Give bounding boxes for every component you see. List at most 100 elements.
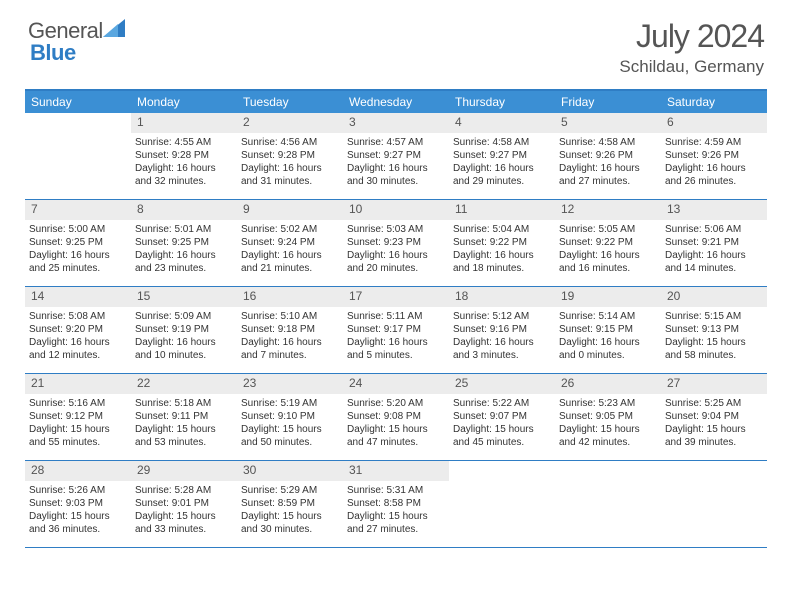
day-body: Sunrise: 5:16 AMSunset: 9:12 PMDaylight:…	[25, 394, 131, 453]
day-cell: 25Sunrise: 5:22 AMSunset: 9:07 PMDayligh…	[449, 374, 555, 460]
day-number: 4	[449, 113, 555, 133]
day-cell: 11Sunrise: 5:04 AMSunset: 9:22 PMDayligh…	[449, 200, 555, 286]
day-cell: 23Sunrise: 5:19 AMSunset: 9:10 PMDayligh…	[237, 374, 343, 460]
day-body: Sunrise: 4:55 AMSunset: 9:28 PMDaylight:…	[131, 133, 237, 192]
day-cell: 26Sunrise: 5:23 AMSunset: 9:05 PMDayligh…	[555, 374, 661, 460]
day-number: 24	[343, 374, 449, 394]
day-body: Sunrise: 5:15 AMSunset: 9:13 PMDaylight:…	[661, 307, 767, 366]
calendar-grid: SundayMondayTuesdayWednesdayThursdayFrid…	[25, 89, 767, 548]
day-number	[449, 461, 555, 481]
day-number: 29	[131, 461, 237, 481]
day-number: 5	[555, 113, 661, 133]
day-cell: 30Sunrise: 5:29 AMSunset: 8:59 PMDayligh…	[237, 461, 343, 547]
day-body: Sunrise: 5:12 AMSunset: 9:16 PMDaylight:…	[449, 307, 555, 366]
day-number: 25	[449, 374, 555, 394]
day-body: Sunrise: 5:04 AMSunset: 9:22 PMDaylight:…	[449, 220, 555, 279]
day-number	[661, 461, 767, 481]
brand-triangle-icon	[103, 19, 125, 42]
day-cell: 16Sunrise: 5:10 AMSunset: 9:18 PMDayligh…	[237, 287, 343, 373]
day-number: 26	[555, 374, 661, 394]
day-body: Sunrise: 5:14 AMSunset: 9:15 PMDaylight:…	[555, 307, 661, 366]
day-number	[25, 113, 131, 133]
weekday-header: Friday	[555, 91, 661, 113]
day-cell: 28Sunrise: 5:26 AMSunset: 9:03 PMDayligh…	[25, 461, 131, 547]
day-body: Sunrise: 5:01 AMSunset: 9:25 PMDaylight:…	[131, 220, 237, 279]
day-cell: 15Sunrise: 5:09 AMSunset: 9:19 PMDayligh…	[131, 287, 237, 373]
day-cell: 9Sunrise: 5:02 AMSunset: 9:24 PMDaylight…	[237, 200, 343, 286]
day-body: Sunrise: 5:31 AMSunset: 8:58 PMDaylight:…	[343, 481, 449, 540]
day-number: 8	[131, 200, 237, 220]
day-number: 16	[237, 287, 343, 307]
day-body: Sunrise: 5:06 AMSunset: 9:21 PMDaylight:…	[661, 220, 767, 279]
day-body: Sunrise: 5:18 AMSunset: 9:11 PMDaylight:…	[131, 394, 237, 453]
day-number: 11	[449, 200, 555, 220]
day-body: Sunrise: 5:25 AMSunset: 9:04 PMDaylight:…	[661, 394, 767, 453]
day-body: Sunrise: 5:23 AMSunset: 9:05 PMDaylight:…	[555, 394, 661, 453]
day-number: 18	[449, 287, 555, 307]
day-cell: 29Sunrise: 5:28 AMSunset: 9:01 PMDayligh…	[131, 461, 237, 547]
day-cell: 19Sunrise: 5:14 AMSunset: 9:15 PMDayligh…	[555, 287, 661, 373]
day-body: Sunrise: 4:59 AMSunset: 9:26 PMDaylight:…	[661, 133, 767, 192]
week-row: 14Sunrise: 5:08 AMSunset: 9:20 PMDayligh…	[25, 287, 767, 374]
day-number: 17	[343, 287, 449, 307]
brand-word2: Blue	[30, 40, 76, 65]
brand-word2-wrap: Blue	[30, 40, 76, 66]
week-row: 7Sunrise: 5:00 AMSunset: 9:25 PMDaylight…	[25, 200, 767, 287]
day-body: Sunrise: 5:10 AMSunset: 9:18 PMDaylight:…	[237, 307, 343, 366]
day-body: Sunrise: 5:05 AMSunset: 9:22 PMDaylight:…	[555, 220, 661, 279]
day-cell: 12Sunrise: 5:05 AMSunset: 9:22 PMDayligh…	[555, 200, 661, 286]
day-number: 28	[25, 461, 131, 481]
day-number: 7	[25, 200, 131, 220]
week-row: 1Sunrise: 4:55 AMSunset: 9:28 PMDaylight…	[25, 113, 767, 200]
day-cell: 24Sunrise: 5:20 AMSunset: 9:08 PMDayligh…	[343, 374, 449, 460]
day-cell: 5Sunrise: 4:58 AMSunset: 9:26 PMDaylight…	[555, 113, 661, 199]
day-body: Sunrise: 4:57 AMSunset: 9:27 PMDaylight:…	[343, 133, 449, 192]
weekday-header: Tuesday	[237, 91, 343, 113]
day-cell: 20Sunrise: 5:15 AMSunset: 9:13 PMDayligh…	[661, 287, 767, 373]
day-number: 19	[555, 287, 661, 307]
day-body: Sunrise: 5:29 AMSunset: 8:59 PMDaylight:…	[237, 481, 343, 540]
day-cell: 14Sunrise: 5:08 AMSunset: 9:20 PMDayligh…	[25, 287, 131, 373]
day-body: Sunrise: 5:09 AMSunset: 9:19 PMDaylight:…	[131, 307, 237, 366]
day-number: 1	[131, 113, 237, 133]
week-row: 21Sunrise: 5:16 AMSunset: 9:12 PMDayligh…	[25, 374, 767, 461]
day-number: 21	[25, 374, 131, 394]
day-number: 6	[661, 113, 767, 133]
day-cell	[449, 461, 555, 547]
day-cell: 21Sunrise: 5:16 AMSunset: 9:12 PMDayligh…	[25, 374, 131, 460]
day-number: 3	[343, 113, 449, 133]
weekday-header: Wednesday	[343, 91, 449, 113]
day-body: Sunrise: 5:08 AMSunset: 9:20 PMDaylight:…	[25, 307, 131, 366]
day-body: Sunrise: 5:26 AMSunset: 9:03 PMDaylight:…	[25, 481, 131, 540]
weekday-header: Saturday	[661, 91, 767, 113]
day-number: 20	[661, 287, 767, 307]
day-cell: 18Sunrise: 5:12 AMSunset: 9:16 PMDayligh…	[449, 287, 555, 373]
day-body: Sunrise: 5:02 AMSunset: 9:24 PMDaylight:…	[237, 220, 343, 279]
day-number: 12	[555, 200, 661, 220]
day-body: Sunrise: 5:11 AMSunset: 9:17 PMDaylight:…	[343, 307, 449, 366]
day-number: 13	[661, 200, 767, 220]
day-body: Sunrise: 5:00 AMSunset: 9:25 PMDaylight:…	[25, 220, 131, 279]
day-body: Sunrise: 5:20 AMSunset: 9:08 PMDaylight:…	[343, 394, 449, 453]
day-number: 10	[343, 200, 449, 220]
day-cell: 3Sunrise: 4:57 AMSunset: 9:27 PMDaylight…	[343, 113, 449, 199]
day-cell: 22Sunrise: 5:18 AMSunset: 9:11 PMDayligh…	[131, 374, 237, 460]
day-number	[555, 461, 661, 481]
day-cell: 31Sunrise: 5:31 AMSunset: 8:58 PMDayligh…	[343, 461, 449, 547]
day-cell: 10Sunrise: 5:03 AMSunset: 9:23 PMDayligh…	[343, 200, 449, 286]
day-number: 31	[343, 461, 449, 481]
day-body: Sunrise: 4:58 AMSunset: 9:26 PMDaylight:…	[555, 133, 661, 192]
day-number: 23	[237, 374, 343, 394]
day-body: Sunrise: 4:56 AMSunset: 9:28 PMDaylight:…	[237, 133, 343, 192]
day-cell: 13Sunrise: 5:06 AMSunset: 9:21 PMDayligh…	[661, 200, 767, 286]
day-number: 9	[237, 200, 343, 220]
weekday-header: Sunday	[25, 91, 131, 113]
location-label: Schildau, Germany	[619, 57, 764, 77]
day-number: 15	[131, 287, 237, 307]
day-body: Sunrise: 5:03 AMSunset: 9:23 PMDaylight:…	[343, 220, 449, 279]
week-row: 28Sunrise: 5:26 AMSunset: 9:03 PMDayligh…	[25, 461, 767, 548]
day-number: 30	[237, 461, 343, 481]
day-cell: 8Sunrise: 5:01 AMSunset: 9:25 PMDaylight…	[131, 200, 237, 286]
day-body: Sunrise: 5:28 AMSunset: 9:01 PMDaylight:…	[131, 481, 237, 540]
day-cell	[661, 461, 767, 547]
